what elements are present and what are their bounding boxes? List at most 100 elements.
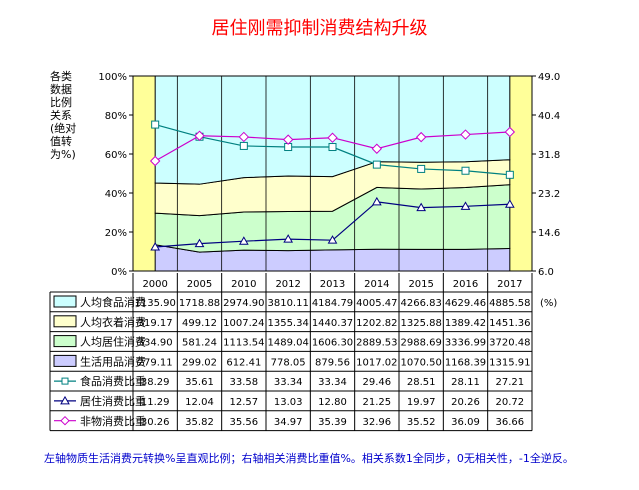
category-label: 2005 — [187, 279, 212, 290]
data-label: 35.61 — [185, 377, 214, 388]
data-label: 1606.30 — [312, 338, 353, 349]
data-label: 1440.37 — [312, 318, 353, 329]
data-label: 12.04 — [185, 397, 214, 408]
legend-swatch — [53, 315, 77, 328]
point-2 — [415, 131, 427, 143]
data-label: 30.26 — [141, 417, 170, 428]
data-label: 1315.91 — [489, 357, 530, 368]
data-label: 4005.47 — [356, 298, 397, 309]
data-label: 12.80 — [318, 397, 347, 408]
legend-label: 食品消费比重 — [80, 374, 146, 388]
data-label: 319.17 — [138, 318, 173, 329]
data-label: 1168.39 — [445, 357, 486, 368]
left-tick-label: 60% — [105, 150, 127, 161]
data-label: 612.41 — [226, 357, 261, 368]
point-2 — [371, 143, 383, 154]
data-label: 28.51 — [407, 377, 436, 388]
point-1 — [238, 236, 249, 245]
data-label: 20.26 — [451, 397, 480, 408]
data-label: 879.56 — [315, 357, 350, 368]
point-2 — [327, 132, 338, 143]
data-label: 1355.34 — [267, 318, 308, 329]
legend-swatch — [53, 354, 77, 367]
legend-marker — [61, 377, 69, 385]
data-label: 3720.48 — [489, 338, 530, 349]
data-label: 4184.79 — [312, 298, 353, 309]
data-label: 299.02 — [182, 357, 217, 368]
right-tick-label: 14.6 — [538, 228, 560, 239]
point-1 — [416, 202, 427, 212]
legend-swatch — [53, 295, 77, 308]
data-label: 1113.54 — [223, 338, 264, 349]
data-label: 778.05 — [271, 357, 306, 368]
data-label: 334.90 — [138, 338, 173, 349]
data-label: 3810.11 — [267, 298, 308, 309]
left-tick-label: 100% — [98, 72, 127, 83]
point-0 — [505, 170, 514, 179]
data-label: 21.25 — [363, 397, 392, 408]
data-label: 29.46 — [363, 377, 392, 388]
legend-label: 非物消费比重 — [80, 414, 146, 428]
point-0 — [151, 120, 160, 129]
right-band — [509, 76, 532, 271]
data-label: 581.24 — [182, 338, 217, 349]
data-label: 32.96 — [363, 417, 392, 428]
point-1 — [327, 235, 338, 244]
point-1 — [371, 196, 382, 206]
data-label: 34.97 — [274, 417, 303, 428]
data-label: 1718.88 — [179, 298, 220, 309]
data-label: 20.72 — [496, 397, 525, 408]
data-label: 4266.83 — [400, 298, 441, 309]
data-label: 1070.50 — [400, 357, 441, 368]
data-label: 28.11 — [451, 377, 480, 388]
data-label: 1389.42 — [445, 318, 486, 329]
legend-label: 人均衣着消费 — [80, 315, 146, 329]
data-label: 12.57 — [230, 397, 259, 408]
data-label: 1325.88 — [400, 318, 441, 329]
category-label: 2017 — [497, 279, 522, 290]
data-label: 279.11 — [138, 357, 173, 368]
legend-label: 生活用品消费 — [80, 354, 146, 368]
data-label: 27.21 — [496, 377, 525, 388]
point-2 — [194, 130, 205, 141]
data-label: 2889.53 — [356, 338, 397, 349]
data-label: 33.58 — [230, 377, 259, 388]
data-label: 499.12 — [182, 318, 217, 329]
data-label: 2974.90 — [223, 298, 264, 309]
plot-border — [132, 75, 533, 272]
point-0 — [461, 166, 470, 175]
right-tick-label: 49.0 — [538, 72, 560, 83]
data-label: 33.34 — [274, 377, 303, 388]
data-label: 1135.90 — [134, 298, 175, 309]
data-label: 1007.24 — [223, 318, 264, 329]
data-label: 2988.69 — [400, 338, 441, 349]
point-1 — [504, 199, 515, 208]
y-axis-label: 各类 数据 比例 关系 (绝对 值转 为%) — [50, 70, 77, 161]
data-label: 38.29 — [141, 377, 170, 388]
legend-swatch — [53, 335, 77, 348]
data-label: 36.66 — [496, 417, 525, 428]
data-label: 35.56 — [230, 417, 259, 428]
right-tick-label: 23.2 — [538, 189, 560, 200]
unit-label: (%) — [540, 298, 557, 309]
data-label: 35.39 — [318, 417, 347, 428]
data-label: 4885.58 — [489, 298, 530, 309]
point-1 — [283, 234, 294, 243]
data-label: 35.52 — [407, 417, 436, 428]
data-label: 3336.99 — [445, 338, 486, 349]
data-label: 33.34 — [318, 377, 347, 388]
point-0 — [328, 143, 337, 152]
legend-label: 人均居住消费 — [80, 335, 146, 349]
data-label: 36.09 — [451, 417, 480, 428]
left-tick-label: 0% — [111, 267, 127, 278]
point-2 — [282, 134, 294, 145]
legend-label: 居住消费比重 — [80, 394, 146, 408]
category-label: 2015 — [408, 279, 433, 290]
right-tick-label: 40.4 — [538, 111, 560, 122]
category-label: 2013 — [320, 279, 345, 290]
category-label: 2000 — [142, 279, 167, 290]
left-tick-label: 40% — [105, 189, 127, 200]
data-label: 11.29 — [141, 397, 170, 408]
category-label: 2010 — [231, 279, 256, 290]
